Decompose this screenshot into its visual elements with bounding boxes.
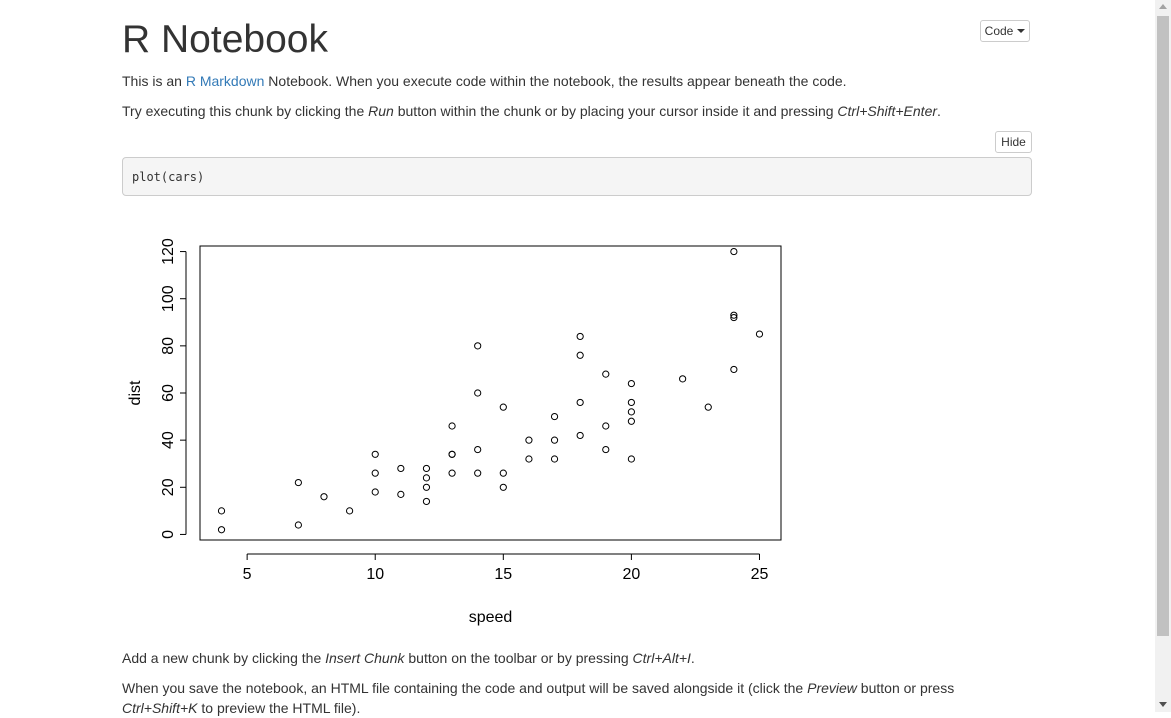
scatter-plot: 5 10 15 20 25 0 20 40 60 80 100 120 speed dist: [127, 238, 782, 626]
y-tick-label: 60: [160, 384, 177, 402]
outro-paragraph-2: When you save the notebook, an HTML file…: [122, 678, 954, 698]
intro-text: .: [937, 103, 941, 119]
data-point: [730, 311, 738, 319]
y-tick-label: 20: [160, 478, 177, 496]
data-point: [294, 521, 302, 529]
data-point: [499, 469, 507, 477]
intro-paragraph-2: Try executing this chunk by clicking the…: [122, 101, 941, 121]
data-point: [602, 370, 610, 378]
code-button-label: Code: [984, 24, 1014, 38]
x-tick-label: 25: [751, 566, 769, 583]
y-tick-label: 120: [160, 238, 177, 265]
data-point: [499, 403, 507, 411]
scrollbar-thumb[interactable]: [1157, 16, 1169, 636]
data-point: [525, 436, 533, 444]
x-tick-label: 20: [622, 566, 640, 583]
data-point: [474, 389, 482, 397]
data-point: [576, 332, 584, 341]
x-tick-label: 10: [366, 566, 384, 583]
data-point: [371, 469, 379, 477]
x-tick-label: 15: [494, 566, 512, 583]
data-point: [320, 493, 328, 501]
data-point: [474, 469, 482, 477]
outro-text: Add a new chunk by clicking the: [122, 650, 326, 666]
page-title: R Notebook: [122, 18, 328, 61]
data-point: [448, 469, 456, 477]
insert-chunk-emphasis: Insert Chunk: [325, 650, 405, 666]
hide-code-button[interactable]: Hide: [995, 131, 1032, 153]
data-point: [294, 478, 302, 487]
shortcut-emphasis: Ctrl+Shift+Enter: [837, 103, 938, 119]
data-point: [217, 507, 226, 515]
code-chunk[interactable]: plot(cars): [122, 157, 1032, 196]
data-point: [627, 417, 635, 425]
y-tick-label: 40: [160, 431, 177, 449]
outro-text: button on the toolbar or by pressing: [404, 650, 633, 666]
data-point: [371, 450, 379, 458]
data-point: [474, 342, 482, 350]
intro-text: This is an: [122, 73, 186, 89]
data-point: [730, 313, 738, 322]
data-point: [422, 483, 431, 491]
x-tick-label: 5: [243, 566, 252, 583]
data-point: [371, 488, 379, 496]
data-point: [397, 490, 405, 498]
intro-text: Try executing this chunk by clicking the: [122, 103, 369, 119]
data-point: [755, 330, 764, 338]
y-tick-label: 0: [160, 530, 177, 539]
intro-text: button within the chunk or by placing yo…: [393, 103, 838, 119]
data-point: [550, 412, 559, 421]
shortcut-emphasis: Ctrl+Shift+K: [122, 700, 198, 716]
data-point: [576, 431, 584, 440]
preview-emphasis: Preview: [807, 680, 857, 696]
data-point: [397, 464, 405, 473]
outro-text: When you save the notebook, an HTML file…: [122, 680, 808, 696]
data-point: [576, 351, 584, 359]
run-emphasis: Run: [368, 103, 394, 119]
plot-frame: [199, 245, 782, 541]
data-point: [525, 455, 533, 463]
data-point: [499, 483, 507, 491]
data-point: [422, 464, 431, 473]
data-point: [627, 379, 635, 388]
data-point: [346, 507, 354, 515]
caret-down-icon: [1017, 29, 1026, 33]
data-point: [602, 422, 610, 430]
data-point: [602, 445, 610, 454]
x-axis-label: speed: [469, 609, 513, 626]
code-dropdown-button[interactable]: Code: [980, 20, 1030, 42]
outro-text: to preview the HTML file).: [197, 700, 361, 716]
shortcut-emphasis: Ctrl+Alt+I: [632, 650, 691, 666]
outro-paragraph-1: Add a new chunk by clicking the Insert C…: [122, 648, 695, 668]
r-markdown-link[interactable]: R Markdown: [185, 73, 265, 89]
data-point: [422, 474, 431, 482]
y-axis-label: dist: [127, 380, 144, 405]
scroll-up-arrow-icon[interactable]: [1159, 4, 1167, 9]
data-point: [627, 455, 635, 463]
y-tick-label: 80: [160, 337, 177, 355]
outro-paragraph-3: Ctrl+Shift+K to preview the HTML file).: [122, 698, 360, 718]
data-point: [448, 422, 456, 430]
data-point: [550, 455, 559, 463]
intro-paragraph-1: This is an R Markdown Notebook. When you…: [122, 71, 847, 91]
data-point: [704, 403, 712, 411]
data-point: [576, 398, 584, 407]
data-point: [217, 526, 226, 534]
data-point: [422, 497, 431, 506]
outro-text: .: [690, 650, 695, 666]
data-point: [550, 436, 559, 444]
data-point: [627, 408, 635, 416]
data-point: [474, 445, 482, 454]
data-point: [730, 365, 738, 374]
y-tick-label: 100: [160, 285, 177, 312]
data-point: [730, 247, 738, 256]
data-point: [627, 398, 635, 407]
outro-text: button or press: [856, 680, 955, 696]
scroll-down-arrow-icon[interactable]: [1159, 702, 1167, 707]
intro-text: Notebook. When you execute code within t…: [264, 73, 847, 89]
data-point: [679, 375, 687, 383]
data-point: [448, 450, 456, 458]
